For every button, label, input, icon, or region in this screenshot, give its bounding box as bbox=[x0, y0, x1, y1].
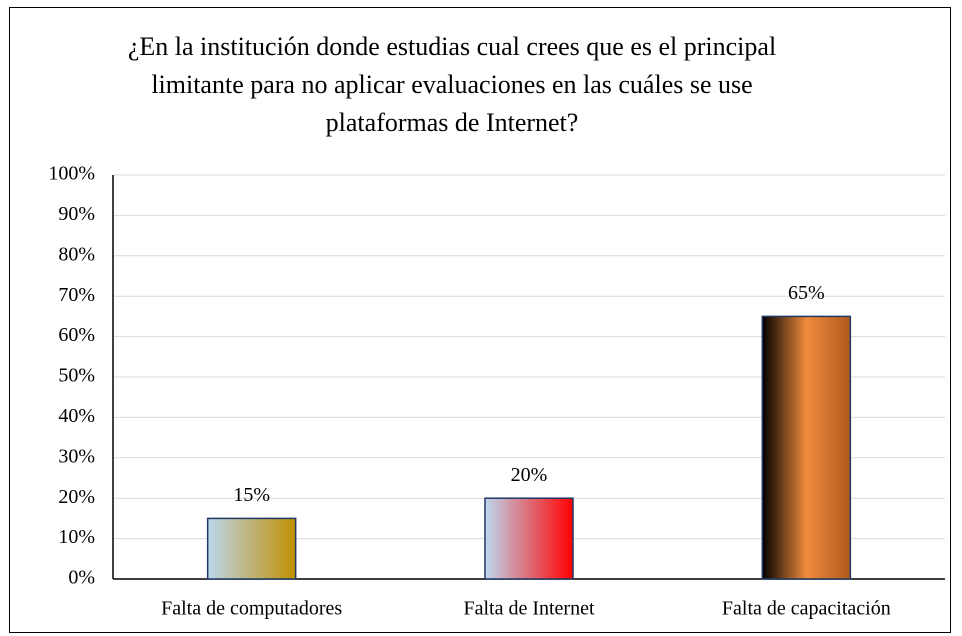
y-tick-label: 30% bbox=[58, 445, 95, 467]
y-tick-label: 80% bbox=[58, 243, 95, 265]
bar bbox=[761, 315, 852, 580]
y-tick-label: 0% bbox=[68, 567, 95, 589]
y-tick-label: 70% bbox=[58, 284, 95, 306]
bar bbox=[206, 517, 297, 580]
data-label: 20% bbox=[511, 464, 548, 486]
x-tick-label: Falta de computadores bbox=[161, 598, 342, 620]
y-tick-label: 40% bbox=[58, 405, 95, 427]
y-tick-label: 50% bbox=[58, 365, 95, 387]
x-tick-label: Falta de capacitación bbox=[722, 598, 891, 620]
data-label: 15% bbox=[233, 484, 270, 506]
bar bbox=[484, 497, 574, 580]
data-label: 65% bbox=[788, 282, 825, 304]
chart-title: ¿En la institución donde estudias cual c… bbox=[127, 32, 777, 137]
y-tick-label: 100% bbox=[48, 163, 95, 185]
y-tick-label: 90% bbox=[58, 203, 95, 225]
y-tick-label: 20% bbox=[58, 486, 95, 508]
chart-frame bbox=[9, 7, 951, 633]
y-tick-label: 60% bbox=[58, 324, 95, 346]
y-tick-label: 10% bbox=[58, 526, 95, 548]
x-tick-label: Falta de Internet bbox=[463, 598, 594, 620]
